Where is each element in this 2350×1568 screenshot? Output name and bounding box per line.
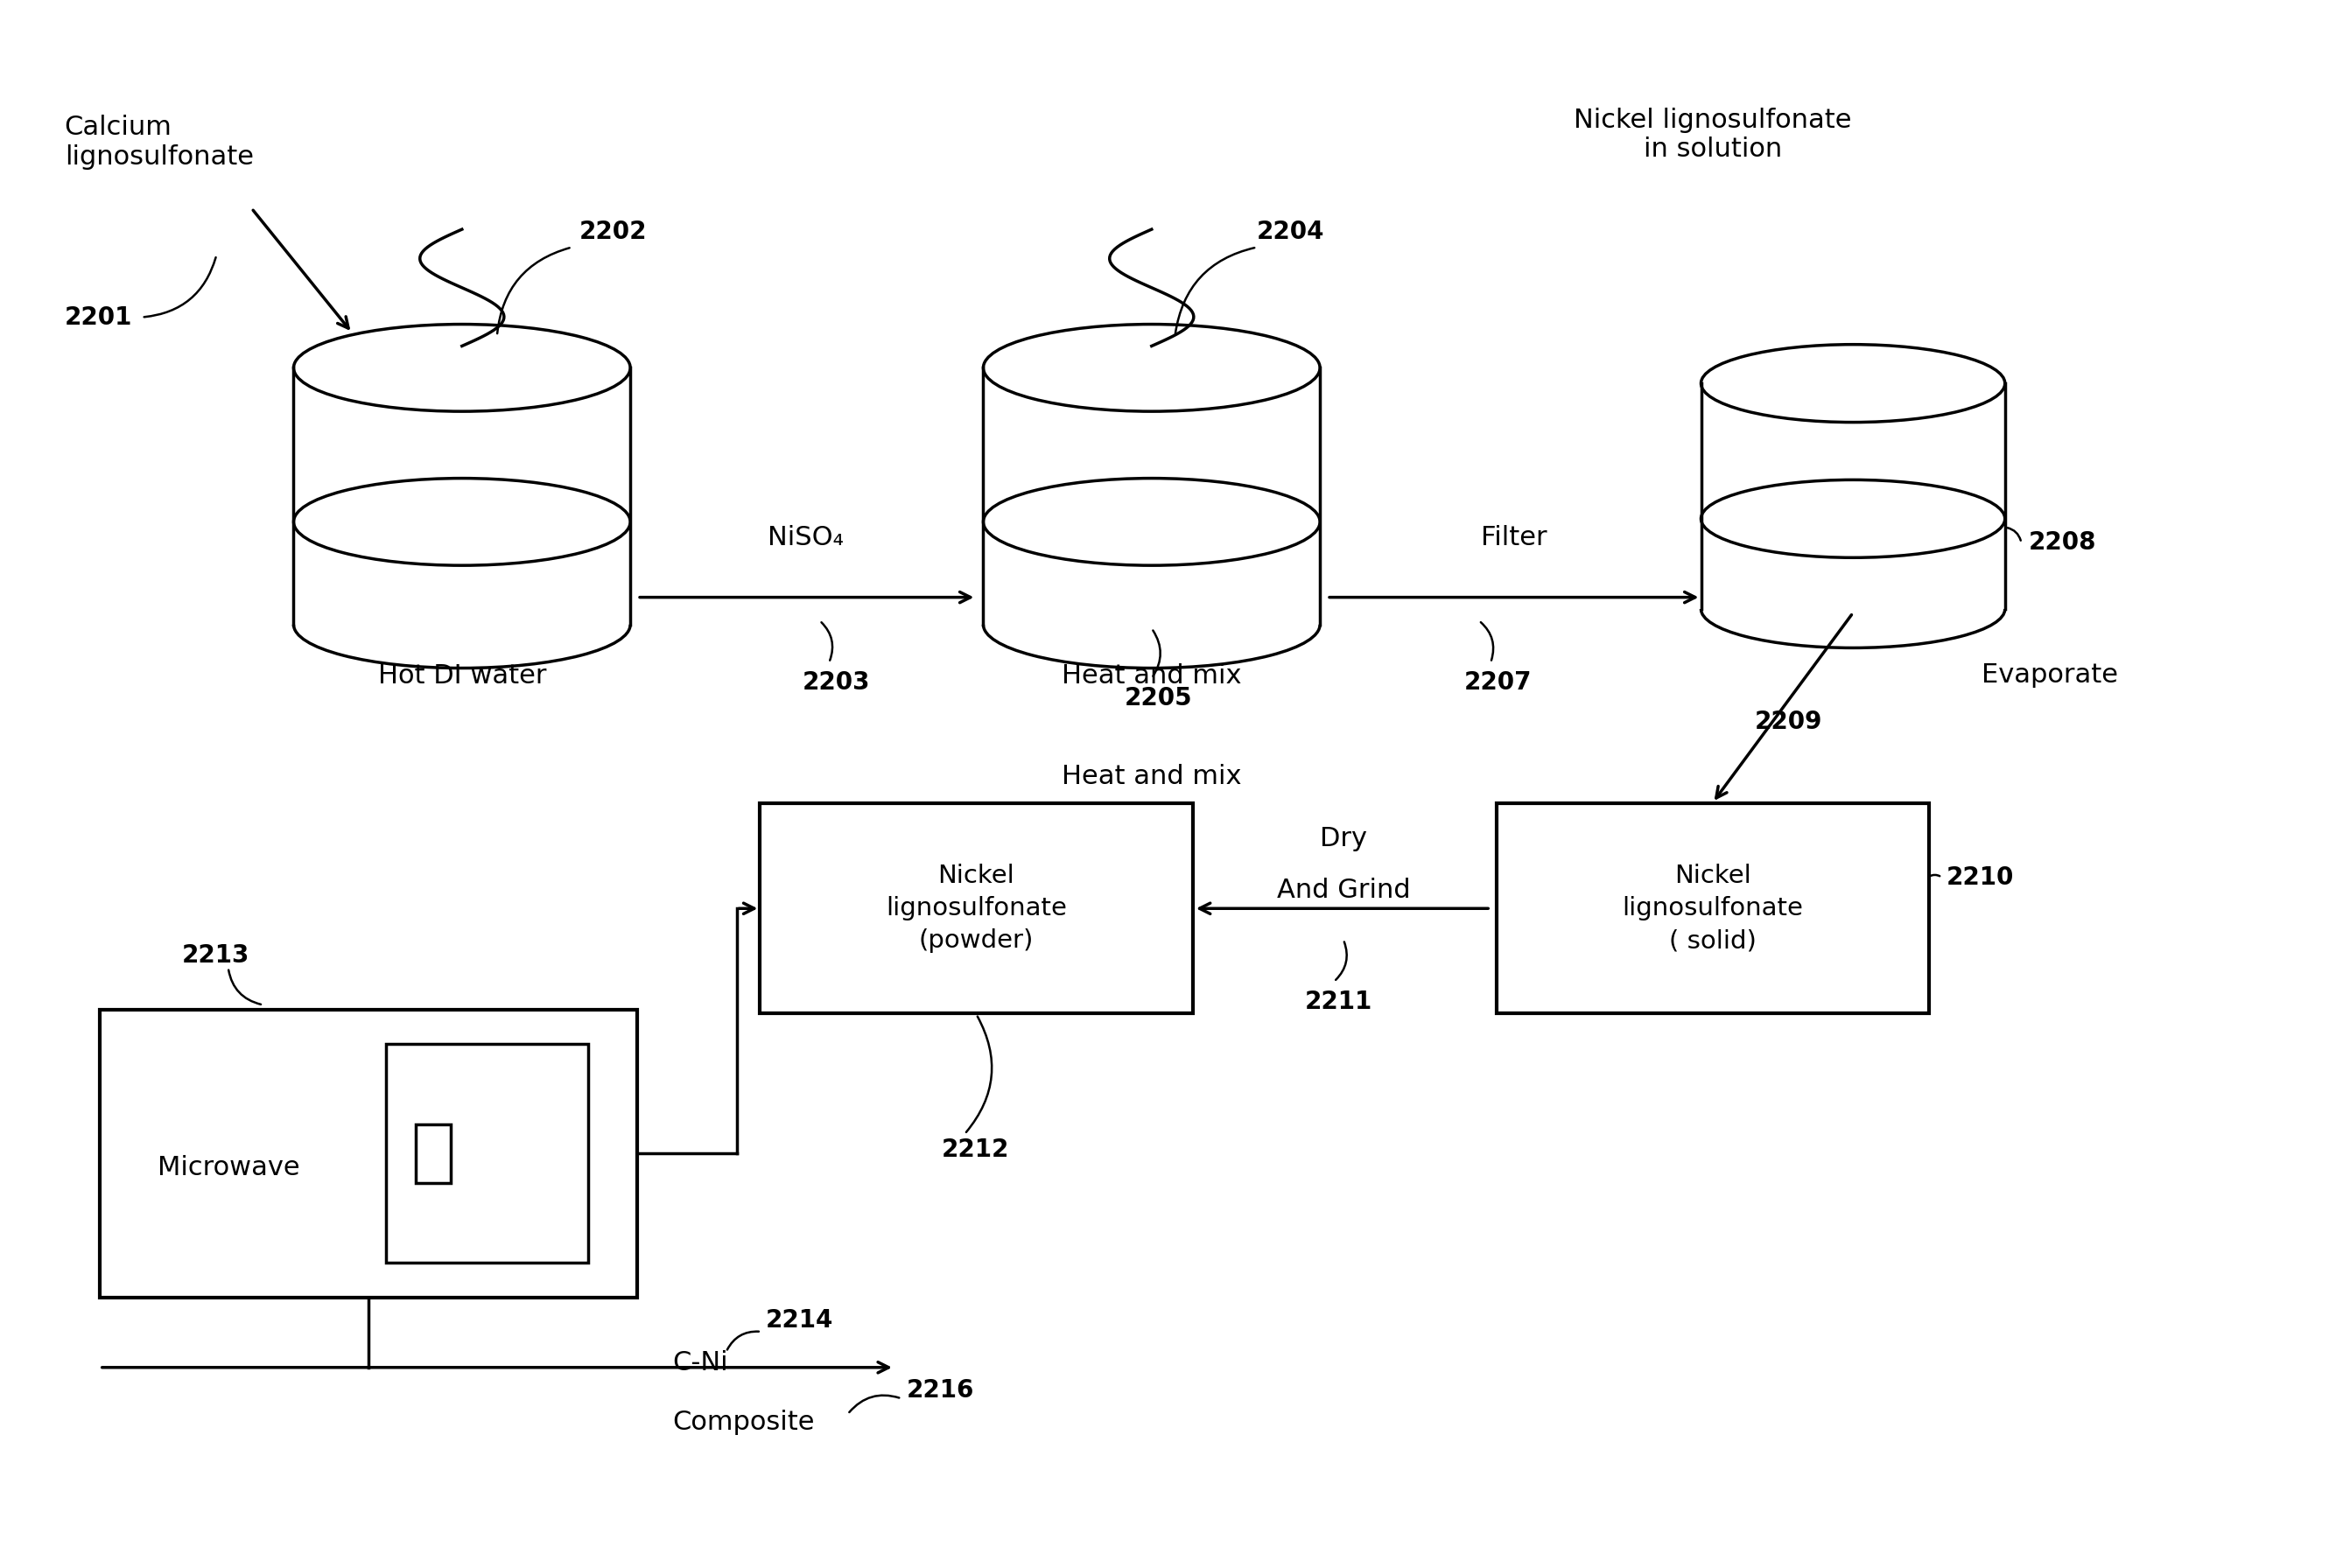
Text: Hot DI water: Hot DI water bbox=[378, 663, 545, 688]
Text: 2205: 2205 bbox=[1126, 687, 1191, 710]
Bar bbox=[99, 1010, 637, 1297]
Text: Nickel lignosulfonate
in solution: Nickel lignosulfonate in solution bbox=[1574, 107, 1852, 162]
Text: 2212: 2212 bbox=[942, 1137, 1008, 1162]
Text: Nickel
lignosulfonate
(powder): Nickel lignosulfonate (powder) bbox=[886, 864, 1067, 953]
Text: Heat and mix: Heat and mix bbox=[1062, 663, 1241, 688]
Text: Evaporate: Evaporate bbox=[1981, 662, 2117, 688]
Text: Dry: Dry bbox=[1321, 826, 1368, 851]
Text: 2207: 2207 bbox=[1464, 671, 1532, 695]
Text: 2214: 2214 bbox=[766, 1309, 834, 1333]
Text: C-Ni: C-Ni bbox=[672, 1350, 728, 1375]
Text: 2203: 2203 bbox=[801, 671, 869, 695]
Text: 2211: 2211 bbox=[1304, 989, 1372, 1014]
Text: 2202: 2202 bbox=[578, 220, 646, 245]
Text: Composite: Composite bbox=[672, 1410, 815, 1435]
Text: 2204: 2204 bbox=[1257, 220, 1325, 245]
Bar bbox=[1497, 803, 1929, 1013]
Text: Nickel
lignosulfonate
( solid): Nickel lignosulfonate ( solid) bbox=[1621, 864, 1802, 953]
Text: And Grind: And Grind bbox=[1276, 878, 1410, 903]
Text: NiSO₄: NiSO₄ bbox=[768, 525, 844, 550]
Text: 2213: 2213 bbox=[181, 942, 249, 967]
Text: 2208: 2208 bbox=[2028, 530, 2096, 555]
Text: 2216: 2216 bbox=[907, 1378, 973, 1403]
Text: Calcium
lignosulfonate: Calcium lignosulfonate bbox=[63, 114, 254, 169]
Text: Filter: Filter bbox=[1480, 525, 1546, 550]
Bar bbox=[385, 1044, 588, 1262]
Text: 2210: 2210 bbox=[1946, 866, 2014, 889]
Bar bbox=[416, 1124, 451, 1184]
Bar bbox=[759, 803, 1191, 1013]
Text: 2201: 2201 bbox=[63, 306, 132, 329]
Text: Microwave: Microwave bbox=[157, 1156, 301, 1181]
Text: Heat and mix: Heat and mix bbox=[1062, 764, 1241, 789]
Text: 2209: 2209 bbox=[1755, 709, 1824, 734]
